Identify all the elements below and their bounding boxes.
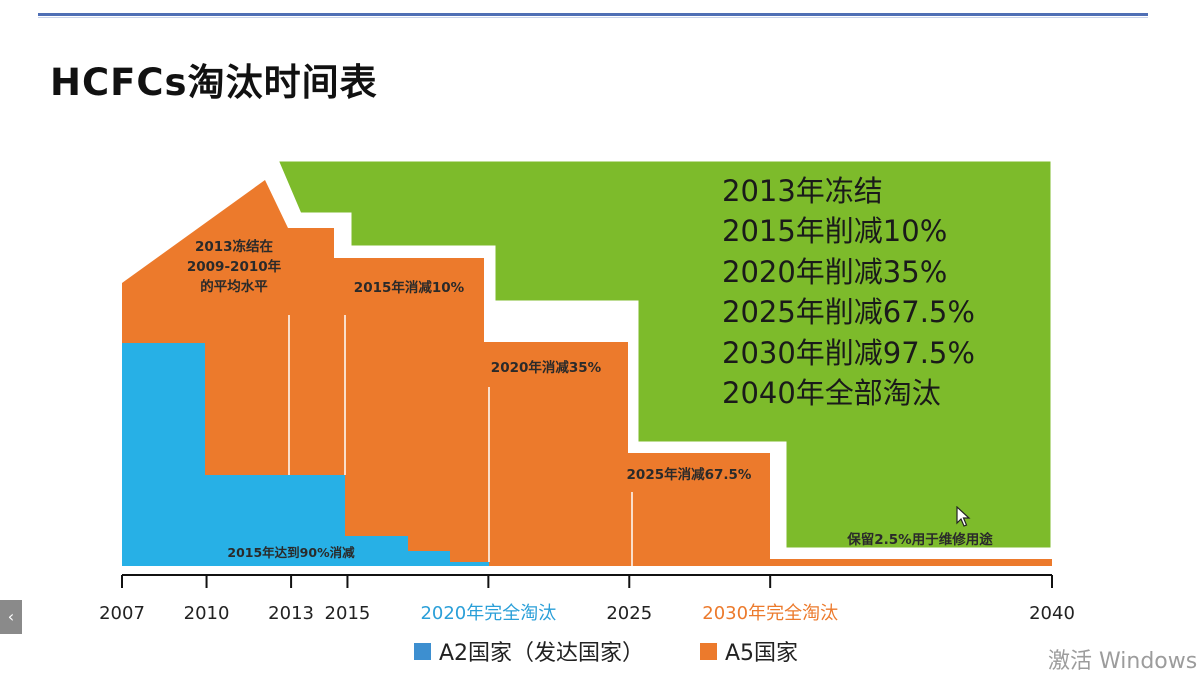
annotation-2025-cut: 2025年消减67.5% (627, 466, 752, 483)
activation-watermark: 激活 Windows (1048, 649, 1198, 674)
mouse-pointer-icon (956, 506, 971, 527)
summary-line-4: 2025年削减67.5% (722, 295, 975, 329)
summary-line-3: 2020年削减35% (722, 255, 947, 289)
x-tick-2030-label: 2030年完全淘汰 (702, 603, 838, 624)
annotation-service-tail: 保留2.5%用于维修用途 (846, 531, 993, 548)
summary-list: 2013年冻结 2015年削减10% 2020年削减35% 2025年削减67.… (722, 174, 975, 410)
top-rule (38, 13, 1148, 16)
summary-line-5: 2030年削减97.5% (722, 336, 975, 370)
annotation-freeze-line3: 的平均水平 (200, 278, 268, 295)
annotation-freeze-line1: 2013冻结在 (195, 238, 273, 255)
x-tick-2040-label: 2040 (1029, 603, 1075, 624)
summary-line-6: 2040年全部淘汰 (722, 376, 941, 410)
x-axis: 2007 2010 2013 2015 2025 2040 2020年完全淘汰 2030年完全… (99, 574, 1075, 624)
x-tick-2015-label: 2015 (325, 603, 371, 624)
a5-area (122, 180, 1052, 566)
summary-line-2: 2015年削减10% (722, 214, 947, 248)
legend-a2-swatch (414, 642, 431, 660)
annotation-2015-cut: 2015年消减10% (354, 279, 465, 296)
annotations: 2013冻结在 2009-2010年 的平均水平 2015年消减10% 2020… (187, 238, 993, 560)
page-title: HCFCs淘汰时间表 (50, 61, 378, 104)
a2-area (122, 343, 489, 566)
top-rule-thin (38, 17, 1148, 18)
legend-a5-swatch (700, 642, 717, 660)
x-tick-2020-label: 2020年完全淘汰 (420, 603, 556, 624)
annotation-2020-cut: 2020年消减35% (491, 359, 602, 376)
x-tick-2007-label: 2007 (99, 603, 145, 624)
annotation-a2-2015: 2015年达到90%消减 (227, 545, 355, 560)
legend-a5: A5国家 (700, 635, 798, 667)
green-phaseout-area (274, 158, 1054, 551)
summary-line-1: 2013年冻结 (722, 174, 883, 208)
x-tick-2010-label: 2010 (184, 603, 230, 624)
legend-a5-label: A5国家 (725, 641, 799, 666)
legend-a2: A2国家（发达国家） (414, 635, 644, 667)
prev-slide-button[interactable]: ‹ (0, 600, 22, 634)
legend-a2-label: A2国家（发达国家） (439, 641, 645, 666)
annotation-freeze-line2: 2009-2010年 (187, 258, 282, 275)
year-dividers (288, 315, 633, 566)
x-tick-2013-label: 2013 (268, 603, 314, 624)
x-tick-2025-label: 2025 (606, 603, 652, 624)
